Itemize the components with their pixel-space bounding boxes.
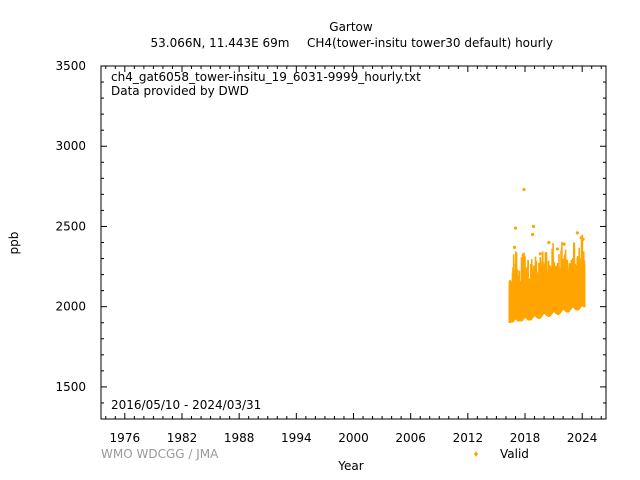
data-point-outlier xyxy=(547,240,551,245)
x-tick-label: 2024 xyxy=(567,431,598,445)
x-tick-label: 2012 xyxy=(453,431,484,445)
x-axis-label: Year xyxy=(337,459,363,473)
data-point-outlier xyxy=(522,187,526,192)
chart-title: Gartow xyxy=(329,20,373,34)
chart-location: 53.066N, 11.443E 69m xyxy=(151,36,290,50)
data-point-outlier xyxy=(531,232,535,237)
y-tick-label: 2500 xyxy=(55,219,86,233)
plot-data xyxy=(508,187,586,323)
x-tick-label: 1988 xyxy=(224,431,255,445)
data-point-outlier xyxy=(575,231,580,235)
data-point-outlier xyxy=(513,226,518,230)
x-tick-label: 1976 xyxy=(110,431,141,445)
plot-frame xyxy=(100,65,607,420)
y-tick-label: 1500 xyxy=(55,380,86,394)
period-annotation: 2016/05/10 - 2024/03/31 xyxy=(111,398,261,412)
x-tick-label: 2006 xyxy=(395,431,426,445)
y-axis: 1500 2000 2500 3000 3500 xyxy=(55,59,606,420)
y-tick-label: 3500 xyxy=(55,59,86,73)
provider-annotation: Data provided by DWD xyxy=(111,84,249,98)
x-tick-label: 2000 xyxy=(338,431,369,445)
data-point-outlier xyxy=(581,237,585,241)
x-tick-label: 1994 xyxy=(281,431,312,445)
data-point-outlier xyxy=(538,252,542,256)
credit-text: WMO WDCGG / JMA xyxy=(101,447,219,461)
y-tick-label: 3000 xyxy=(55,139,86,153)
y-axis-label: ppb xyxy=(7,232,21,255)
y-tick-label: 2000 xyxy=(55,300,86,314)
legend: Valid xyxy=(474,447,529,461)
data-point-outlier xyxy=(555,247,560,251)
data-point-outlier xyxy=(512,245,517,249)
filename-annotation: ch4_gat6058_tower-insitu_19_6031-9999_ho… xyxy=(111,70,421,84)
x-tick-label: 1982 xyxy=(167,431,198,445)
legend-marker-valid xyxy=(474,451,478,457)
x-axis: 1976 1982 1988 1994 2000 2006 2012 2018 2024 xyxy=(105,66,602,445)
data-point-outlier xyxy=(531,224,536,229)
chart-parameter: CH4(tower-insitu tower30 default) hourly xyxy=(307,36,553,50)
data-point-outlier xyxy=(562,242,566,246)
legend-label-valid: Valid xyxy=(500,447,529,461)
x-tick-label: 2018 xyxy=(510,431,541,445)
